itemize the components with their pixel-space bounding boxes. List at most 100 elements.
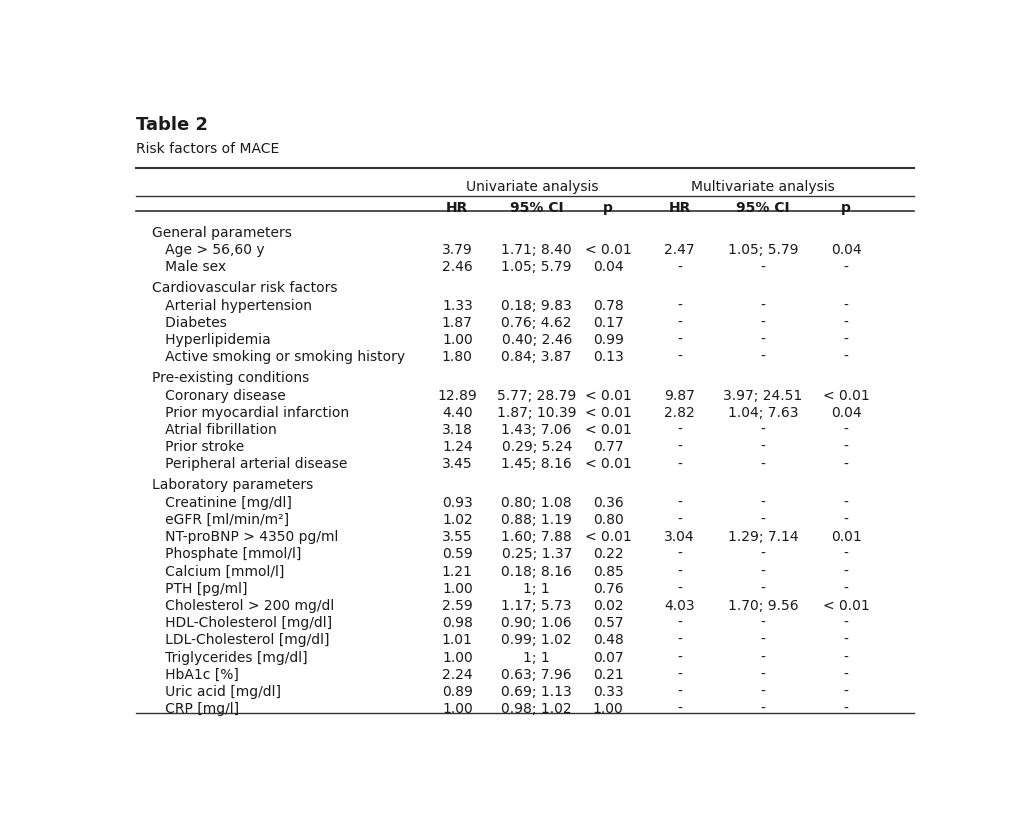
- Text: -: -: [677, 565, 682, 579]
- Text: -: -: [677, 423, 682, 437]
- Text: 4.40: 4.40: [442, 406, 473, 420]
- Text: -: -: [677, 668, 682, 681]
- Text: -: -: [677, 457, 682, 471]
- Text: 0.22: 0.22: [593, 547, 624, 561]
- Text: Laboratory parameters: Laboratory parameters: [152, 479, 313, 492]
- Text: -: -: [761, 495, 765, 510]
- Text: 0.21: 0.21: [593, 668, 624, 681]
- Text: Uric acid [mg/dl]: Uric acid [mg/dl]: [152, 685, 281, 699]
- Text: 0.36: 0.36: [593, 495, 624, 510]
- Text: 1.45; 8.16: 1.45; 8.16: [502, 457, 572, 471]
- Text: HbA1c [%]: HbA1c [%]: [152, 668, 239, 681]
- Text: 0.01: 0.01: [830, 530, 861, 544]
- Text: -: -: [844, 582, 849, 595]
- Text: Multivariate analysis: Multivariate analysis: [691, 180, 835, 194]
- Text: Table 2: Table 2: [136, 116, 208, 134]
- Text: -: -: [677, 333, 682, 347]
- Text: 0.63; 7.96: 0.63; 7.96: [502, 668, 572, 681]
- Text: 0.80: 0.80: [593, 513, 624, 527]
- Text: 1.71; 8.40: 1.71; 8.40: [502, 244, 572, 257]
- Text: 0.04: 0.04: [830, 244, 861, 257]
- Text: -: -: [677, 633, 682, 647]
- Text: 2.24: 2.24: [442, 668, 473, 681]
- Text: -: -: [844, 350, 849, 364]
- Text: -: -: [761, 440, 765, 455]
- Text: Triglycerides [mg/dl]: Triglycerides [mg/dl]: [152, 651, 307, 665]
- Text: 0.78: 0.78: [593, 299, 624, 313]
- Text: Male sex: Male sex: [152, 260, 226, 274]
- Text: General parameters: General parameters: [152, 226, 292, 240]
- Text: 3.45: 3.45: [442, 457, 473, 471]
- Text: -: -: [844, 547, 849, 561]
- Text: -: -: [844, 651, 849, 665]
- Text: -: -: [677, 513, 682, 527]
- Text: -: -: [761, 651, 765, 665]
- Text: 0.76; 4.62: 0.76; 4.62: [502, 316, 572, 330]
- Text: 0.59: 0.59: [442, 547, 473, 561]
- Text: < 0.01: < 0.01: [823, 389, 869, 403]
- Text: Atrial fibrillation: Atrial fibrillation: [152, 423, 276, 437]
- Text: 1.24: 1.24: [442, 440, 473, 455]
- Text: 1.01: 1.01: [442, 633, 473, 647]
- Text: -: -: [844, 333, 849, 347]
- Text: 0.04: 0.04: [830, 406, 861, 420]
- Text: 1.04; 7.63: 1.04; 7.63: [728, 406, 798, 420]
- Text: 0.33: 0.33: [593, 685, 624, 699]
- Text: -: -: [761, 547, 765, 561]
- Text: -: -: [761, 350, 765, 364]
- Text: -: -: [677, 260, 682, 274]
- Text: -: -: [677, 299, 682, 313]
- Text: -: -: [761, 457, 765, 471]
- Text: Cholesterol > 200 mg/dl: Cholesterol > 200 mg/dl: [152, 599, 334, 613]
- Text: -: -: [761, 333, 765, 347]
- Text: -: -: [677, 350, 682, 364]
- Text: 1.00: 1.00: [442, 702, 473, 716]
- Text: Active smoking or smoking history: Active smoking or smoking history: [152, 350, 404, 364]
- Text: 0.76: 0.76: [593, 582, 624, 595]
- Text: -: -: [844, 616, 849, 631]
- Text: -: -: [844, 565, 849, 579]
- Text: -: -: [677, 651, 682, 665]
- Text: 12.89: 12.89: [437, 389, 477, 403]
- Text: HDL-Cholesterol [mg/dl]: HDL-Cholesterol [mg/dl]: [152, 616, 332, 631]
- Text: 0.07: 0.07: [593, 651, 624, 665]
- Text: 3.79: 3.79: [442, 244, 473, 257]
- Text: 1.21: 1.21: [442, 565, 473, 579]
- Text: < 0.01: < 0.01: [585, 530, 632, 544]
- Text: p: p: [842, 201, 851, 215]
- Text: -: -: [844, 495, 849, 510]
- Text: Creatinine [mg/dl]: Creatinine [mg/dl]: [152, 495, 292, 510]
- Text: 1.00: 1.00: [442, 651, 473, 665]
- Text: Coronary disease: Coronary disease: [152, 389, 286, 403]
- Text: 0.99; 1.02: 0.99; 1.02: [502, 633, 572, 647]
- Text: Arterial hypertension: Arterial hypertension: [152, 299, 311, 313]
- Text: p: p: [603, 201, 613, 215]
- Text: 1.87; 10.39: 1.87; 10.39: [497, 406, 577, 420]
- Text: 2.59: 2.59: [442, 599, 473, 613]
- Text: 0.98: 0.98: [442, 616, 473, 631]
- Text: 0.80; 1.08: 0.80; 1.08: [502, 495, 572, 510]
- Text: 4.03: 4.03: [665, 599, 695, 613]
- Text: -: -: [844, 668, 849, 681]
- Text: 0.02: 0.02: [593, 599, 624, 613]
- Text: Diabetes: Diabetes: [152, 316, 226, 330]
- Text: HR: HR: [446, 201, 469, 215]
- Text: 1.43; 7.06: 1.43; 7.06: [502, 423, 572, 437]
- Text: -: -: [844, 702, 849, 716]
- Text: Age > 56,60 y: Age > 56,60 y: [152, 244, 264, 257]
- Text: 0.89: 0.89: [442, 685, 473, 699]
- Text: Peripheral arterial disease: Peripheral arterial disease: [152, 457, 347, 471]
- Text: eGFR [ml/min/m²]: eGFR [ml/min/m²]: [152, 513, 289, 527]
- Text: 95% CI: 95% CI: [736, 201, 790, 215]
- Text: 0.18; 9.83: 0.18; 9.83: [502, 299, 572, 313]
- Text: < 0.01: < 0.01: [585, 406, 632, 420]
- Text: < 0.01: < 0.01: [585, 244, 632, 257]
- Text: PTH [pg/ml]: PTH [pg/ml]: [152, 582, 248, 595]
- Text: -: -: [761, 316, 765, 330]
- Text: 0.04: 0.04: [593, 260, 624, 274]
- Text: Calcium [mmol/l]: Calcium [mmol/l]: [152, 565, 285, 579]
- Text: 0.77: 0.77: [593, 440, 624, 455]
- Text: 0.90; 1.06: 0.90; 1.06: [502, 616, 572, 631]
- Text: Prior stroke: Prior stroke: [152, 440, 244, 455]
- Text: Prior myocardial infarction: Prior myocardial infarction: [152, 406, 349, 420]
